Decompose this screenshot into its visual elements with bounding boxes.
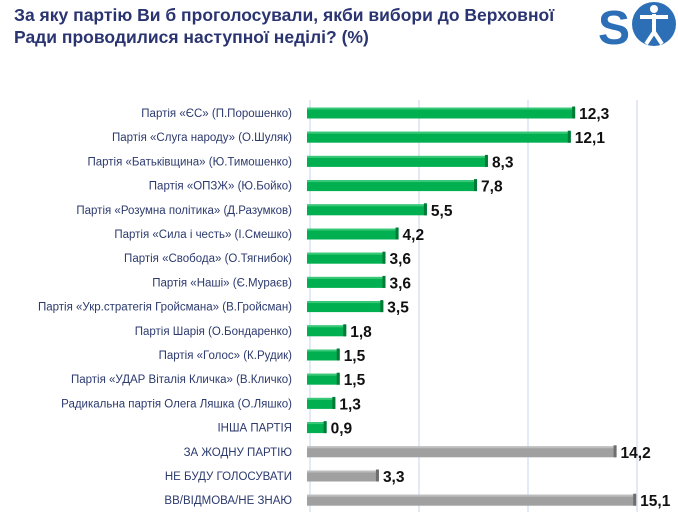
bar-end	[423, 203, 427, 216]
category-label: ЗА ЖОДНУ ПАРТІЮ	[184, 447, 293, 459]
bar	[307, 422, 327, 434]
value-label: 3,3	[383, 469, 405, 486]
value-label: 4,2	[403, 227, 425, 244]
bar	[307, 204, 427, 216]
bar-top	[307, 470, 379, 473]
category-label: Партія «Батьківщина» (Ю.Тимошенко)	[87, 156, 292, 168]
bar	[307, 228, 399, 240]
bar-top	[307, 155, 488, 158]
bar	[307, 180, 478, 192]
bar-end	[343, 324, 347, 337]
bar	[307, 252, 386, 264]
category-label: Партія «Свобода» (О.Тягнибок)	[124, 253, 292, 265]
bar-top	[307, 422, 327, 425]
svg-text:S: S	[598, 2, 630, 52]
bar	[307, 276, 386, 288]
bar	[307, 301, 384, 313]
bar	[307, 494, 637, 506]
bar-end	[380, 300, 384, 313]
bar-top	[307, 228, 399, 231]
value-label: 1,5	[344, 372, 366, 389]
bar-top	[307, 325, 347, 328]
value-label: 14,2	[621, 445, 651, 462]
bar-end	[323, 421, 327, 434]
category-label: Партія «ЄС» (П.Порошенко)	[141, 108, 292, 120]
bar-top	[307, 349, 340, 352]
bar-top	[307, 397, 336, 400]
bar	[307, 349, 340, 361]
value-label: 15,1	[640, 493, 671, 510]
bar	[307, 131, 571, 143]
category-label: Партія «Слуга народу» (О.Шуляк)	[112, 132, 292, 144]
category-label: Партія «Укр.стратегія Гройсмана» (В.Грой…	[38, 302, 292, 314]
value-label: 3,6	[389, 275, 411, 292]
bar-end	[572, 106, 576, 119]
category-label: Партія Шарія (О.Бондаренко)	[135, 326, 292, 338]
bar-top	[307, 131, 571, 134]
category-label: Партія «ОПЗЖ» (Ю.Бойко)	[149, 181, 292, 193]
bar	[307, 325, 347, 337]
bar-top	[307, 276, 386, 279]
bar-end	[613, 445, 617, 458]
value-label: 12,3	[579, 106, 610, 123]
bar-top	[307, 107, 576, 110]
bar	[307, 155, 488, 167]
category-label: Партія «Голос» (К.Рудик)	[159, 350, 293, 362]
bar-top	[307, 494, 637, 497]
value-label: 1,3	[339, 396, 361, 413]
value-label: 3,6	[389, 251, 411, 268]
value-label: 8,3	[492, 154, 514, 171]
bar-end	[633, 493, 637, 506]
bar-end	[336, 348, 340, 361]
category-label: ІНША ПАРТІЯ	[217, 423, 292, 435]
bar	[307, 107, 576, 119]
bar-end	[474, 179, 478, 192]
value-label: 12,1	[575, 130, 606, 147]
bar	[307, 397, 336, 409]
bar-end	[382, 251, 386, 264]
category-label: Партія «Наші» (Є.Мураєв)	[152, 277, 292, 289]
value-label: 1,5	[344, 348, 366, 365]
bar-top	[307, 180, 478, 183]
bar-top	[307, 252, 386, 255]
bar-end	[336, 372, 340, 385]
bar-end	[484, 154, 488, 167]
category-label: ВВ/ВІДМОВА/НЕ ЗНАЮ	[164, 495, 292, 507]
bar-end	[375, 469, 379, 482]
category-label: Партія «Сила і честь» (І.Смешко)	[114, 229, 292, 241]
bar-end	[332, 396, 336, 409]
category-label: НЕ БУДУ ГОЛОСУВАТИ	[165, 471, 292, 483]
category-label: Партія «УДАР Віталія Кличка» (В.Кличко)	[71, 374, 292, 386]
value-label: 7,8	[481, 179, 503, 196]
bar	[307, 470, 379, 482]
value-label: 0,9	[331, 421, 353, 438]
bar	[307, 446, 617, 458]
chart-title: За яку партію Ви б проголосували, якби в…	[14, 5, 555, 47]
bar-top	[307, 204, 427, 207]
category-label: Партія «Розумна політика» (Д.Разумков)	[76, 205, 292, 217]
bar-top	[307, 373, 340, 376]
bar-end	[382, 275, 386, 288]
bar-top	[307, 301, 384, 304]
bar-end	[395, 227, 399, 240]
bar-top	[307, 446, 617, 449]
value-label: 1,8	[350, 324, 372, 341]
bar-end	[567, 130, 571, 143]
value-label: 3,5	[387, 300, 409, 317]
value-label: 5,5	[431, 203, 453, 220]
bar	[307, 373, 340, 385]
logo-icon: S	[598, 2, 676, 52]
category-label: Радикальна партія Олега Ляшка (О.Ляшко)	[61, 398, 292, 410]
